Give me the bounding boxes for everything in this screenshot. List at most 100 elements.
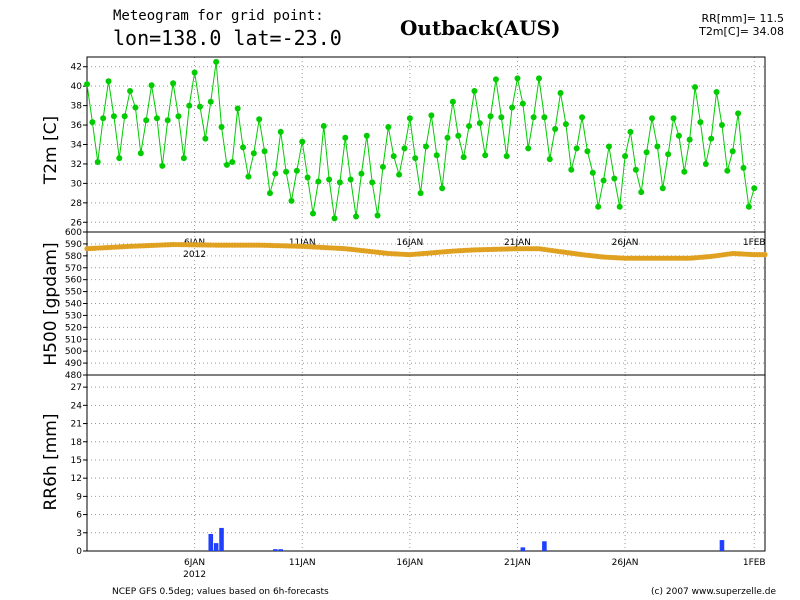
t2m-point [622, 153, 629, 160]
t2m-point [401, 145, 408, 152]
t2m-point [724, 167, 731, 174]
t2m-point [611, 175, 618, 182]
date-tick-label: 1FEB [743, 558, 766, 568]
t2m-point [541, 114, 548, 121]
t2m-point [100, 115, 107, 122]
t2m-point [116, 155, 123, 162]
t2m-point [439, 185, 446, 192]
y-tick-label: 28 [71, 199, 83, 209]
t2m-point [552, 125, 559, 132]
t2m-point [455, 132, 462, 139]
t2m-point [105, 78, 112, 85]
t2m-point [261, 148, 268, 155]
y-tick-label: 600 [65, 228, 82, 238]
t2m-point [530, 114, 537, 121]
t2m-point [654, 143, 661, 150]
date-tick-label: 21JAN [504, 558, 531, 568]
t2m-point [729, 148, 736, 155]
y-tick-label: 0 [76, 547, 82, 557]
t2m-point [417, 190, 424, 197]
t2m-point [218, 124, 225, 130]
t2m-point [740, 164, 747, 171]
rain-bar [273, 549, 278, 551]
t2m-point [342, 134, 349, 141]
t2m-point [702, 160, 709, 167]
date-tick-label: 26JAN [612, 238, 639, 248]
t2m-point [412, 155, 419, 162]
t2m-point [536, 75, 542, 82]
rain-bar [213, 543, 219, 551]
t2m-point [751, 185, 758, 192]
t2m-point [223, 161, 230, 168]
t2m-point [175, 113, 182, 120]
t2m-point [713, 89, 720, 95]
t2m-point [132, 104, 139, 111]
t2m-point [331, 215, 338, 222]
t2m-point [503, 153, 510, 160]
t2m-point [482, 152, 489, 159]
y-tick-label: 30 [71, 179, 83, 189]
t2m-point [310, 210, 316, 217]
t2m-point [326, 176, 333, 183]
y-tick-label: 560 [65, 276, 82, 286]
y-tick-label: 24 [71, 401, 83, 411]
rain-bar [208, 534, 214, 551]
rain-bar [219, 527, 224, 551]
rain-bar [719, 540, 725, 551]
t2m-point [186, 102, 193, 109]
t2m-point [681, 168, 688, 175]
t2m-point [568, 166, 575, 173]
t2m-point [573, 145, 580, 152]
y-tick-label: 9 [76, 492, 82, 502]
t2m-point [616, 203, 623, 210]
y-tick-label: 12 [71, 474, 82, 484]
y-tick-label: 480 [65, 371, 82, 381]
t2m-point [584, 148, 591, 155]
t2m-point [94, 159, 101, 165]
t2m-point [234, 105, 241, 112]
rain-bar [542, 541, 547, 551]
t2m-point [137, 150, 144, 157]
t2m-point [353, 213, 360, 220]
t2m-point [466, 123, 473, 130]
t2m-point [347, 176, 354, 183]
t2m-summary: T2m[C]= 34.08 [698, 25, 784, 38]
t2m-point [197, 103, 203, 110]
t2m-point [245, 173, 252, 180]
year-tick-label: 2012 [183, 250, 206, 260]
y-tick-label: 3 [76, 529, 82, 539]
t2m-point [406, 115, 413, 122]
t2m-point [428, 112, 435, 119]
t2m-point [433, 152, 440, 159]
t2m-point [444, 134, 451, 141]
t2m-point [293, 167, 300, 174]
t2m-point [159, 162, 166, 169]
panel-frame [86, 374, 766, 552]
t2m-point [423, 143, 429, 150]
y-tick-label: 42 [71, 63, 82, 73]
t2m-point [718, 122, 725, 129]
t2m-point [519, 100, 526, 107]
t2m-point [735, 110, 742, 117]
t2m-point [256, 116, 263, 123]
t2m-point [396, 171, 403, 178]
title-line-1: Meteogram for grid point: [113, 8, 324, 24]
footer-copyright: (c) 2007 www.superzelle.de [651, 587, 776, 597]
t2m-point [509, 104, 516, 111]
t2m-point [692, 84, 699, 91]
t2m-point [283, 168, 290, 175]
date-tick-label: 11JAN [289, 238, 316, 248]
t2m-point [708, 135, 715, 142]
t2m-point [492, 76, 499, 83]
t2m-point [659, 185, 666, 192]
t2m-point [320, 123, 327, 130]
date-tick-label: 6JAN [184, 558, 205, 568]
t2m-point [605, 143, 612, 150]
t2m-point [164, 117, 171, 124]
t2m-point [127, 88, 134, 95]
y-tick-label: 510 [65, 335, 82, 345]
y-tick-label: 38 [71, 102, 83, 112]
y-tick-label: 520 [65, 323, 82, 333]
t2m-point [240, 144, 247, 151]
t2m-point [390, 153, 397, 160]
